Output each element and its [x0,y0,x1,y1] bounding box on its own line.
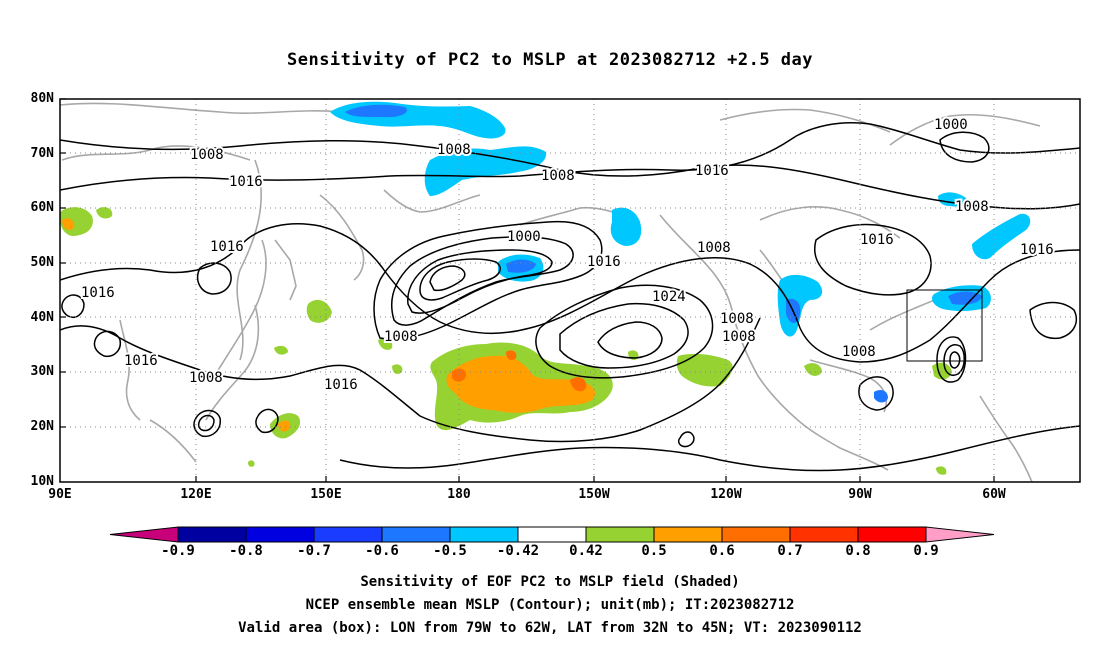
colorbar-label: 0.5 [641,543,667,559]
caption-line-2: NCEP ensemble mean MSLP (Contour); unit(… [305,597,795,613]
shade-positive-west-pacific-core [446,355,596,413]
contour-label: 1000 [934,117,968,133]
lat-label-70n: 70N [30,146,54,161]
contour-label: 1016 [1020,242,1054,258]
figure-title: Sensitivity of PC2 to MSLP at 2023082712… [286,50,813,70]
contour-label: 1008 [842,344,876,360]
colorbar-label: -0.7 [297,543,331,559]
colorbar-label: -0.5 [433,543,467,559]
colorbar-segment [313,526,383,543]
contour-label: 1008 [720,311,754,327]
shade-positive-pacific-small-3 [392,364,403,374]
lon-label-120w: 120W [710,487,742,502]
shade-positive-mexico [804,363,822,376]
pressure-contours [60,122,1080,472]
lon-label-60w: 60W [982,487,1006,502]
colorbar-label: -0.42 [496,543,540,559]
lon-label-90w: 90W [848,487,872,502]
colorbar-segment [449,526,519,543]
lon-label-120e: 120E [180,487,212,502]
colorbar-label: -0.9 [161,543,195,559]
lat-label-60n: 60N [30,200,54,215]
colorbar-label: 0.7 [777,543,803,559]
lat-label-10n: 10N [30,474,54,489]
contour-label: 1016 [210,239,244,255]
colorbar-under-arrow [109,526,179,543]
shade-negative-bering [424,146,547,196]
shade-positive-japan [274,345,288,355]
shade-negative-arctic [330,101,506,139]
lat-label-80n: 80N [30,91,54,106]
contour-label: 1008 [955,199,989,215]
colorbar-label: 0.8 [845,543,871,559]
shade-positive-west-pacific-peak-2 [506,350,517,360]
colorbar-label: 0.9 [913,543,939,559]
lon-label-90e: 90E [48,487,72,502]
contour-label: 1016 [124,353,158,369]
valid-area-box [906,289,983,362]
contour-label: 1008 [189,370,223,386]
shade-negative-rockies [777,274,823,337]
lon-label-150w: 150W [578,487,610,502]
lat-label-20n: 20N [30,419,54,434]
colorbar-segment [721,526,791,543]
colorbar-segment [245,526,315,543]
lon-label-180: 180 [447,487,471,502]
contour-label: 1008 [190,147,224,163]
shade-positive-arabian-2 [96,207,113,219]
graticule [60,99,1080,482]
contour-label: 1008 [722,329,756,345]
colorbar-segment [653,526,723,543]
colorbar-segment [177,526,247,543]
contour-labels: 1000 1000 1008 1008 1008 1008 1008 1008 … [79,115,1056,395]
contour-label: 1024 [652,289,686,305]
shade-positive-mid-pacific [248,460,255,467]
caption-line-3: Valid area (box): LON from 79W to 62W, L… [238,620,862,636]
contour-label: 1016 [587,254,621,270]
shade-positive-pacific-east [676,353,733,387]
map-panel: 1000 1000 1008 1008 1008 1008 1008 1008 … [60,99,1080,482]
colorbar-segment [517,526,587,543]
colorbar-segment [381,526,451,543]
lat-label-30n: 30N [30,364,54,379]
colorbar-label: 0.6 [709,543,735,559]
shade-positive-west-pacific-peak-3 [570,377,587,392]
shade-negative-gulf-mexico [874,390,888,403]
map-frame [59,98,1081,483]
contour-label: 1008 [541,168,575,184]
shade-negative-labrador [972,213,1031,260]
contour-label: 1016 [81,285,115,301]
contour-label: 1016 [229,174,263,190]
shade-positive-pacific-small-2 [378,338,393,350]
lat-label-50n: 50N [30,255,54,270]
colorbar-label: -0.6 [365,543,399,559]
contour-label: 1008 [697,240,731,256]
shade-positive-caribbean [936,466,947,475]
shade-positive-hokkaido [306,299,332,323]
caption-line-1: Sensitivity of EOF PC2 to MSLP field (Sh… [360,574,740,590]
lon-label-150e: 150E [310,487,342,502]
lat-label-40n: 40N [30,310,54,325]
shade-negative-atlantic-core [948,291,982,305]
contour-label: 1016 [324,377,358,393]
colorbar [109,526,995,543]
contour-label: 1008 [437,142,471,158]
shade-negative-gulf-alaska [610,207,642,246]
contour-label: 1016 [695,163,729,179]
shade-positive-philippine-sea-core [278,420,291,432]
colorbar-segment [789,526,859,543]
colorbar-segment [857,526,927,543]
shade-negative-arctic-core [345,104,408,118]
shade-positive-arabian-core [62,218,75,230]
colorbar-label: -0.8 [229,543,263,559]
colorbar-over-arrow [925,526,995,543]
contour-label: 1016 [860,232,894,248]
contour-label: 1000 [507,229,541,245]
contour-label: 1008 [384,329,418,345]
axis-ticks [60,98,995,482]
shade-negative-kuril-core [506,259,536,273]
colorbar-label: 0.42 [569,543,603,559]
colorbar-segment [585,526,655,543]
